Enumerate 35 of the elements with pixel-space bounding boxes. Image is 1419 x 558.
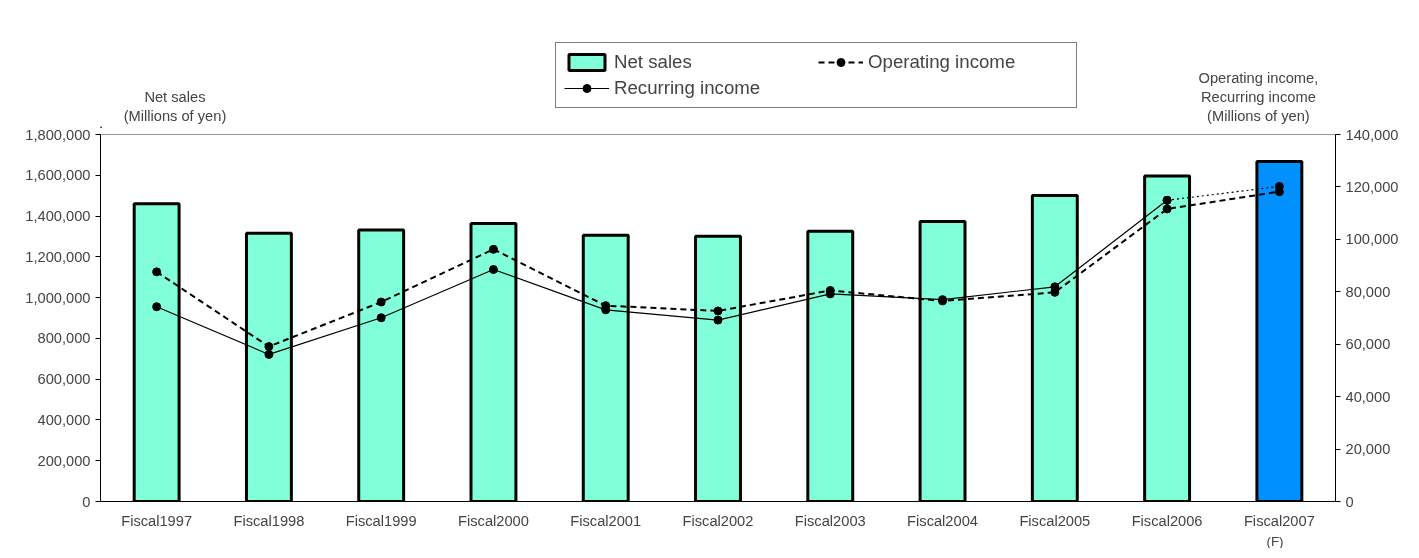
y-tick-label: 1,000,000 <box>25 289 91 306</box>
x-tick-label: Fiscal1997 <box>121 512 193 529</box>
y-tick-label: 1,200,000 <box>25 248 91 265</box>
y-tick-label: 200,000 <box>37 452 91 469</box>
x-tick-label: Fiscal1999 <box>345 512 417 529</box>
legend-label: Operating income <box>868 51 1017 73</box>
x-tick-label: Fiscal2001 <box>570 512 642 529</box>
y-tick-label: 0 <box>82 493 91 510</box>
x-tick-label: Fiscal2004 <box>907 512 978 529</box>
x-tick-label: Fiscal2005 <box>1019 512 1091 529</box>
y2-tick-label: 40,000 <box>1345 388 1391 405</box>
y2-tick-label: 60,000 <box>1345 336 1391 353</box>
y-tick-label: 1,800,000 <box>25 126 91 143</box>
x-tick-label: Fiscal2006 <box>1131 512 1203 529</box>
y2-tick-label: 80,000 <box>1345 283 1391 300</box>
y2-axis-title: Operating income, Recurring income (Millions of yen) <box>1198 70 1319 125</box>
y2-tick-label: 140,000 <box>1345 126 1399 143</box>
text: (F) <box>1266 533 1284 549</box>
y2-tick-label: 20,000 <box>1345 441 1391 458</box>
y2-tick-label: 0 <box>1345 493 1354 510</box>
x-tick-label: Fiscal2007 <box>1243 512 1315 529</box>
y-tick-label: 1,400,000 <box>25 208 91 225</box>
legend-label: Recurring income <box>614 77 762 99</box>
y-axis-title: Net sales (Millions of yen) <box>123 89 227 125</box>
y-tick-label: 400,000 <box>37 411 91 428</box>
y-tick-label: 800,000 <box>37 330 91 347</box>
x-tick-label: Fiscal2000 <box>458 512 529 529</box>
y-tick-label: 1,600,000 <box>25 167 91 184</box>
y2-tick-label: 100,000 <box>1345 231 1399 248</box>
x-tick-label: Fiscal2002 <box>682 512 754 529</box>
x-tick-label: Fiscal1998 <box>233 512 305 529</box>
legend-label: Net sales <box>614 51 693 73</box>
y2-tick-label: 120,000 <box>1345 178 1399 195</box>
y-tick-label: 600,000 <box>37 371 91 388</box>
x-tick-label: Fiscal2003 <box>794 512 866 529</box>
